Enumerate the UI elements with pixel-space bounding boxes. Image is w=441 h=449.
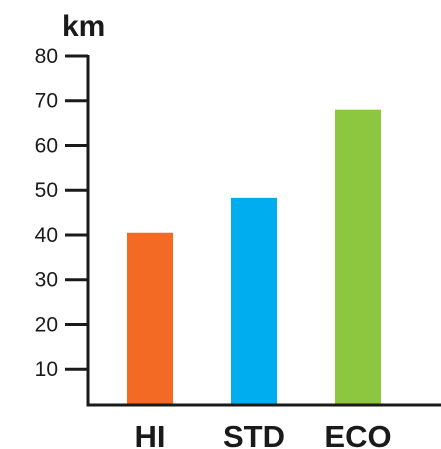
bars [127, 109, 381, 405]
category-label-std: STD [223, 419, 285, 449]
y-tick-label: 70 [35, 90, 58, 113]
bar-std [231, 197, 277, 405]
y-tick-label: 50 [35, 179, 58, 202]
y-tick-label: 80 [35, 45, 58, 68]
y-tick-label: 20 [35, 313, 58, 336]
bar-hi [127, 232, 173, 405]
y-tick-label: 60 [35, 134, 58, 157]
y-tick-label: 30 [35, 269, 58, 292]
y-axis-unit-label: km [62, 10, 105, 43]
category-label-eco: ECO [324, 419, 391, 449]
y-tick-label: 40 [35, 224, 58, 247]
bar-eco [335, 109, 381, 405]
category-labels: HI STD ECO [135, 419, 392, 449]
y-axis-ticks: 10 20 30 40 50 60 70 80 [35, 45, 88, 381]
y-tick-label: 10 [35, 358, 58, 381]
category-label-hi: HI [135, 419, 166, 449]
